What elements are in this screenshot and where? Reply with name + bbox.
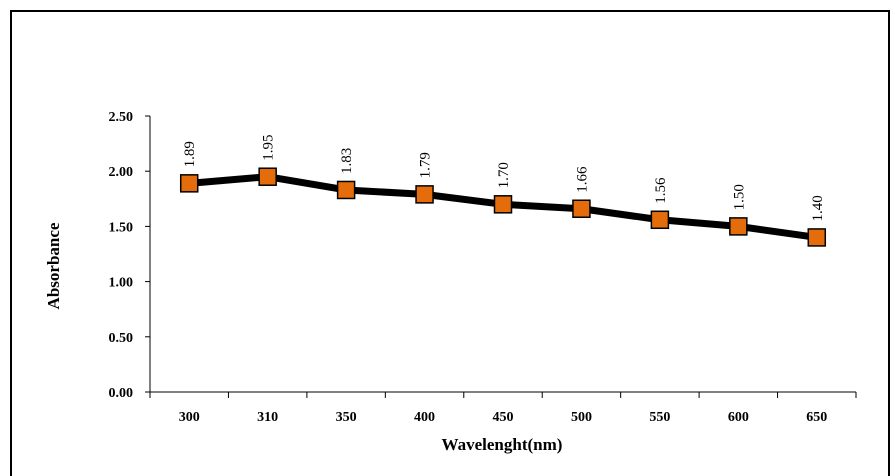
data-point-marker (650, 210, 670, 230)
data-label: 1.40 (810, 195, 826, 221)
chart-frame (10, 10, 890, 476)
data-label: 1.70 (496, 162, 512, 188)
data-point-marker (179, 174, 199, 193)
data-label: 1.83 (339, 148, 355, 174)
x-axis-title: Wavelenght(nm) (442, 435, 563, 454)
x-tick-label: 550 (649, 410, 670, 425)
y-axis-title: Absorbance (44, 222, 63, 309)
data-label: 1.95 (261, 134, 277, 160)
axes (149, 116, 856, 393)
absorbance-line-chart: 0.00 0.50 1.00 1.50 2.00 2.50 300 310 350 400 450… (44, 110, 857, 454)
data-point-marker (258, 167, 277, 186)
data-point-marker (493, 195, 513, 214)
data-point-marker (572, 199, 591, 218)
y-tick-label: 0.50 (109, 331, 134, 346)
y-tick-label: 0.00 (109, 386, 134, 401)
x-tick-label: 450 (493, 410, 514, 425)
x-tick-label: 300 (179, 410, 200, 425)
x-tick-label: 500 (571, 410, 592, 425)
data-label: 1.50 (731, 184, 747, 210)
x-tick-label: 650 (806, 410, 827, 425)
x-tick-label: 600 (728, 410, 749, 425)
y-tick-label: 2.50 (109, 110, 134, 125)
data-point-marker (807, 228, 827, 247)
data-point-marker (415, 185, 434, 204)
x-ticks: 300 310 350 400 450 500 550 600 650 (149, 392, 857, 425)
y-tick-label: 1.00 (109, 276, 134, 291)
y-ticks: 0.00 0.50 1.00 1.50 2.00 2.50 (109, 110, 150, 401)
data-label: 1.56 (653, 177, 669, 204)
data-point-marker (729, 217, 748, 236)
data-label: 1.79 (418, 152, 434, 178)
data-point-marker (336, 180, 356, 200)
x-tick-label: 350 (336, 410, 357, 425)
x-tick-label: 400 (414, 410, 435, 425)
markers (179, 167, 827, 247)
data-labels: 1.89 1.95 1.83 1.79 1.70 1.66 1.56 1.50 1.40 (182, 134, 826, 221)
y-tick-label: 1.50 (109, 220, 134, 235)
y-tick-label: 2.00 (109, 165, 134, 180)
x-tick-label: 310 (257, 410, 278, 425)
data-label: 1.89 (182, 141, 198, 167)
data-label: 1.66 (574, 166, 590, 193)
